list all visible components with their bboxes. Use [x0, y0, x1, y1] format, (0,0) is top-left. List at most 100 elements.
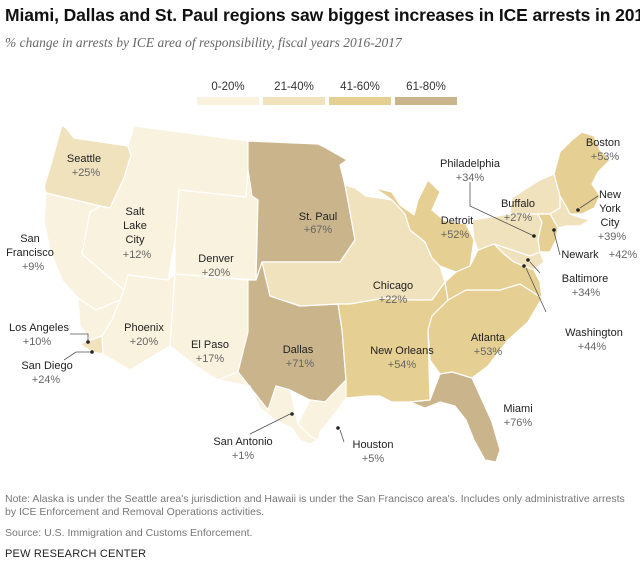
value-seattle: +25% [72, 167, 101, 179]
region-boston [553, 131, 611, 215]
value-dallas: +71% [286, 358, 315, 370]
region-phoenix [101, 273, 176, 371]
value-san-diego: +24% [32, 374, 61, 386]
value-denver: +20% [202, 267, 231, 279]
label-newark: Newark [561, 249, 599, 261]
leader-newark [553, 231, 561, 256]
leader-los-angeles [70, 333, 89, 342]
leader-philadelphia [469, 182, 535, 237]
value-newark: +42% [609, 249, 638, 261]
value-baltimore: +34% [572, 287, 601, 299]
value-new-york-city: +39% [598, 231, 627, 243]
value-detroit: +52% [441, 229, 470, 241]
region-miami [409, 371, 501, 463]
value-chicago: +22% [379, 294, 408, 306]
value-phoenix: +20% [130, 336, 159, 348]
label-new-orleans: New Orleans [370, 345, 434, 357]
label-philadelphia: Philadelphia [440, 158, 501, 170]
label-baltimore: Baltimore [562, 273, 608, 285]
chart-note: Note: Alaska is under the Seattle area's… [5, 493, 625, 519]
label-el-paso: El Paso [191, 339, 229, 351]
region-newark [537, 213, 559, 253]
value-san-francisco: +9% [22, 261, 45, 273]
label-dallas: Dallas [283, 344, 314, 356]
label-atlanta: Atlanta [471, 332, 506, 344]
leader-houston [339, 429, 345, 443]
publisher-credit: PEW RESEARCH CENTER [5, 548, 147, 560]
legend-item-21-40: 21-40% [262, 80, 326, 106]
label-san-francisco-2: Francisco [6, 247, 54, 259]
label-new-york-city-3: City [601, 217, 620, 229]
legend-label: 61-80% [406, 81, 446, 93]
label-salt-lake-city-1: Salt [126, 206, 145, 218]
legend-item-0-20: 0-20% [196, 80, 260, 106]
value-houston: +5% [362, 453, 385, 465]
city-dot-los-angeles [86, 340, 90, 344]
label-san-francisco-1: San [20, 233, 40, 245]
label-denver: Denver [198, 253, 234, 265]
legend-swatch [196, 96, 260, 106]
city-dot-san-antonio [290, 412, 294, 416]
legend-item-61-80: 61-80% [394, 80, 458, 106]
label-chicago: Chicago [373, 280, 413, 292]
value-san-antonio: +1% [232, 450, 255, 462]
legend-swatch [394, 96, 458, 106]
value-buffalo: +27% [504, 212, 533, 224]
region-new-orleans [337, 281, 449, 403]
label-washington: Washington [565, 327, 623, 339]
label-salt-lake-city-3: City [126, 234, 145, 246]
us-map-svg: Seattle +25% Salt Lake City +12% San Fra… [6, 124, 638, 465]
label-houston: Houston [353, 439, 394, 451]
label-san-diego: San Diego [21, 360, 72, 372]
label-los-angeles: Los Angeles [9, 322, 69, 334]
legend: 0-20% 21-40% 41-60% 61-80% [196, 80, 466, 110]
value-los-angeles: +10% [23, 336, 52, 348]
value-el-paso: +17% [196, 353, 225, 365]
region-new-york-city [549, 195, 591, 229]
label-new-york-city-1: New [599, 189, 621, 201]
label-new-york-city-2: York [599, 203, 621, 215]
value-miami: +76% [504, 417, 533, 429]
label-san-antonio: San Antonio [213, 436, 272, 448]
legend-swatch [262, 96, 326, 106]
value-atlanta: +53% [474, 346, 503, 358]
city-dot-san-diego [90, 350, 94, 354]
leader-san-antonio [249, 413, 291, 435]
value-salt-lake-city: +12% [123, 249, 152, 261]
value-st-paul: +67% [304, 224, 333, 236]
value-philadelphia: +34% [456, 172, 485, 184]
city-dot-newark [552, 228, 556, 232]
legend-swatch [328, 96, 392, 106]
label-miami: Miami [503, 403, 532, 415]
us-map: Seattle +25% Salt Lake City +12% San Fra… [0, 108, 640, 488]
legend-label: 0-20% [211, 81, 245, 93]
legend-item-41-60: 41-60% [328, 80, 392, 106]
label-st-paul: St. Paul [299, 211, 338, 223]
label-salt-lake-city-2: Lake [123, 220, 147, 232]
legend-label: 41-60% [340, 81, 380, 93]
label-boston: Boston [586, 137, 620, 149]
chart-title: Miami, Dallas and St. Paul regions saw b… [5, 5, 640, 25]
region-houston [297, 379, 347, 441]
leader-san-diego [63, 351, 90, 361]
chart-source: Source: U.S. Immigration and Customs Enf… [5, 527, 253, 539]
city-dot-houston [336, 426, 340, 430]
city-dot-new-york-city [576, 208, 580, 212]
value-washington: +44% [578, 341, 607, 353]
city-dot-baltimore [526, 258, 530, 262]
city-dot-philadelphia [532, 234, 536, 238]
label-phoenix: Phoenix [124, 322, 164, 334]
chart-subtitle: % change in arrests by ICE area of respo… [5, 35, 402, 50]
leader-washington [525, 267, 547, 313]
value-new-orleans: +54% [388, 359, 417, 371]
label-detroit: Detroit [441, 215, 473, 227]
leader-new-york-city [579, 195, 599, 209]
city-dot-washington [522, 264, 526, 268]
label-seattle: Seattle [67, 153, 101, 165]
value-boston: +53% [591, 151, 620, 163]
leader-baltimore [529, 261, 541, 274]
label-buffalo: Buffalo [501, 198, 535, 210]
region-san-antonio [217, 371, 319, 445]
region-detroit [374, 179, 475, 273]
